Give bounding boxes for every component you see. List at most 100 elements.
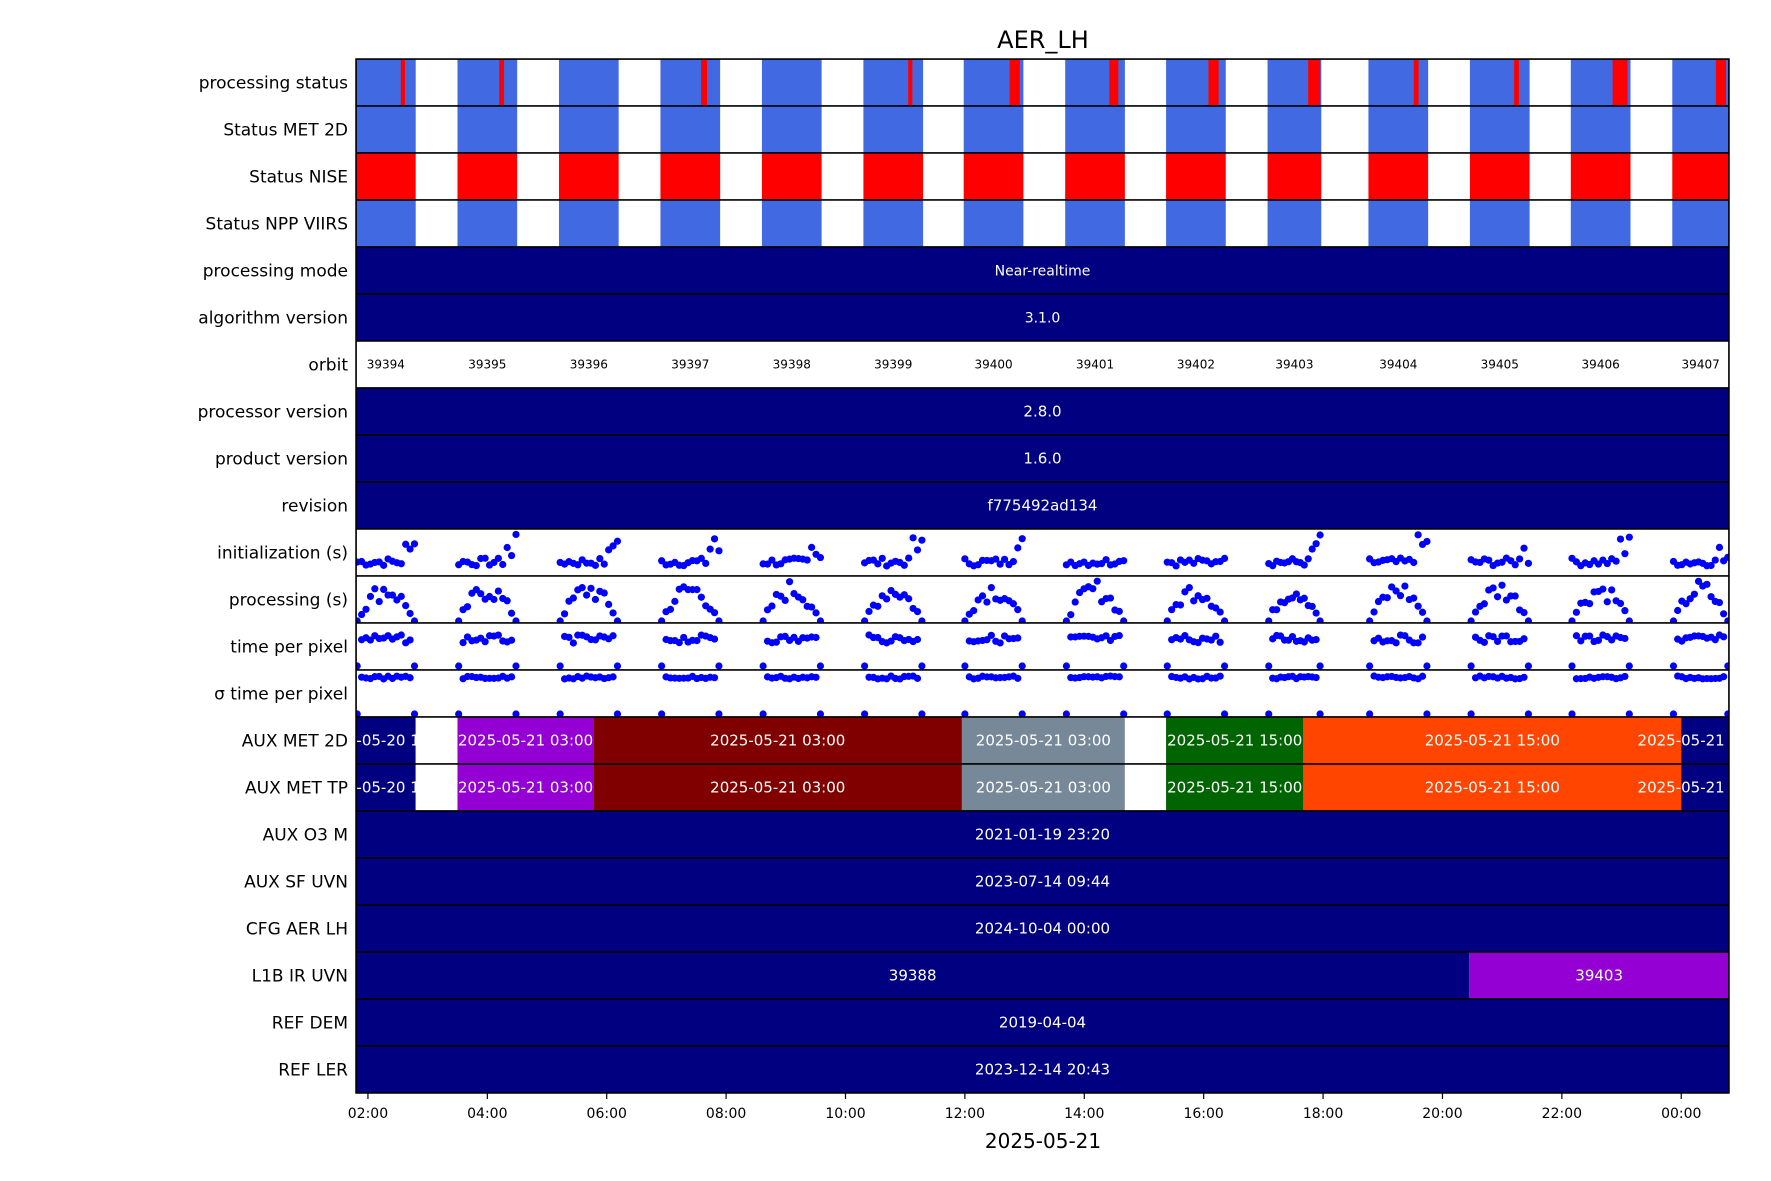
status-block	[1368, 153, 1429, 200]
data-point	[477, 590, 485, 598]
row-16: 2021-01-19 23:20	[356, 810, 1729, 859]
aux-segment	[1303, 764, 1682, 811]
x-tick-label: 16:00	[1183, 1106, 1223, 1122]
error-marker	[1308, 59, 1321, 106]
data-point	[481, 554, 489, 562]
data-point	[1625, 710, 1633, 718]
orbit-number: 39405	[1481, 358, 1519, 372]
data-point	[658, 710, 666, 718]
data-point	[1102, 632, 1110, 640]
data-point	[375, 597, 383, 606]
data-point	[1102, 556, 1110, 564]
data-point	[1471, 608, 1480, 616]
data-point	[658, 662, 666, 670]
aux-segment	[415, 717, 458, 764]
value-band	[356, 482, 1729, 529]
data-point	[507, 551, 516, 560]
data-point	[1621, 634, 1629, 643]
aux-segment	[1124, 764, 1167, 811]
data-point	[507, 609, 516, 617]
row-15: 2025-05-20 15:00 2025-05-21 03:00 2025-05-…	[356, 763, 1729, 812]
band-label: 2021-01-19 23:20	[975, 826, 1110, 844]
data-point	[1724, 710, 1729, 718]
data-point	[512, 662, 520, 670]
data-point	[1625, 533, 1633, 541]
data-point	[600, 560, 608, 568]
data-point	[1067, 611, 1075, 619]
data-point	[1220, 554, 1229, 563]
error-marker	[1612, 59, 1628, 106]
value-band	[356, 858, 1729, 905]
x-tick-label: 08:00	[706, 1106, 746, 1122]
row-label: L1B IR UVN	[252, 967, 348, 987]
row-label: processor version	[198, 403, 348, 423]
data-point	[1572, 632, 1581, 640]
data-point	[410, 662, 419, 670]
data-point	[812, 633, 820, 642]
x-tick-label: 00:00	[1661, 1106, 1701, 1122]
x-tick-label: 18:00	[1303, 1106, 1343, 1122]
value-band	[356, 999, 1729, 1046]
data-point	[1018, 710, 1026, 718]
status-block	[963, 200, 1024, 247]
status-block	[1570, 200, 1631, 247]
data-point	[1093, 577, 1101, 585]
aux-segment-label: 2025-05-21 15:00	[1425, 732, 1560, 750]
data-point	[693, 637, 701, 645]
data-point	[1190, 559, 1198, 567]
aux-segment	[961, 764, 1125, 811]
data-point	[1520, 635, 1528, 643]
row-label: Status NPP VIIRS	[206, 215, 348, 235]
data-point	[1300, 561, 1308, 569]
data-point	[697, 554, 705, 562]
band-label: Near-realtime	[995, 264, 1091, 280]
status-block	[963, 106, 1024, 153]
row-3	[356, 199, 1729, 248]
data-point	[781, 596, 789, 604]
row-label: processing status	[199, 74, 348, 94]
aux-segment-label: 2025-05-21 03:00	[710, 732, 845, 750]
status-block	[1065, 106, 1125, 153]
data-point	[1480, 638, 1488, 646]
data-point	[1203, 594, 1211, 602]
data-point	[402, 602, 410, 610]
row-8: 1.6.0	[356, 434, 1729, 483]
data-point	[556, 662, 564, 670]
data-point	[1520, 608, 1528, 617]
data-point	[1724, 662, 1729, 670]
data-point	[565, 633, 573, 641]
data-point	[507, 673, 516, 681]
data-point	[1616, 535, 1625, 543]
row-background	[356, 529, 1729, 576]
orbit-number: 39401	[1076, 358, 1114, 372]
status-block	[1469, 153, 1530, 200]
data-point	[1612, 557, 1620, 565]
data-point	[1621, 550, 1629, 558]
orbit-number: 39400	[974, 358, 1012, 372]
row-0	[356, 59, 1729, 107]
data-point	[970, 607, 978, 615]
data-point	[861, 662, 869, 670]
status-block	[457, 200, 518, 247]
status-block	[1065, 200, 1125, 247]
data-point	[362, 605, 370, 613]
value-band	[356, 435, 1729, 482]
data-point	[1485, 556, 1493, 564]
data-point	[406, 545, 414, 553]
error-marker	[499, 59, 505, 106]
aux-segment-label: 2025-05-21 03:00	[458, 779, 593, 797]
orbit-number: 39395	[468, 358, 506, 372]
data-point	[905, 554, 913, 562]
orbit-number: 39398	[773, 358, 811, 372]
status-block	[558, 59, 619, 106]
orbit-number: 39394	[367, 358, 405, 372]
data-point	[874, 560, 882, 568]
status-block	[1469, 200, 1530, 247]
x-tick-label: 02:00	[348, 1106, 388, 1122]
data-point	[1316, 531, 1324, 539]
data-point	[1489, 584, 1497, 592]
data-point	[710, 674, 719, 682]
data-point	[609, 542, 617, 550]
status-block	[1672, 200, 1729, 247]
data-point	[1062, 662, 1070, 670]
